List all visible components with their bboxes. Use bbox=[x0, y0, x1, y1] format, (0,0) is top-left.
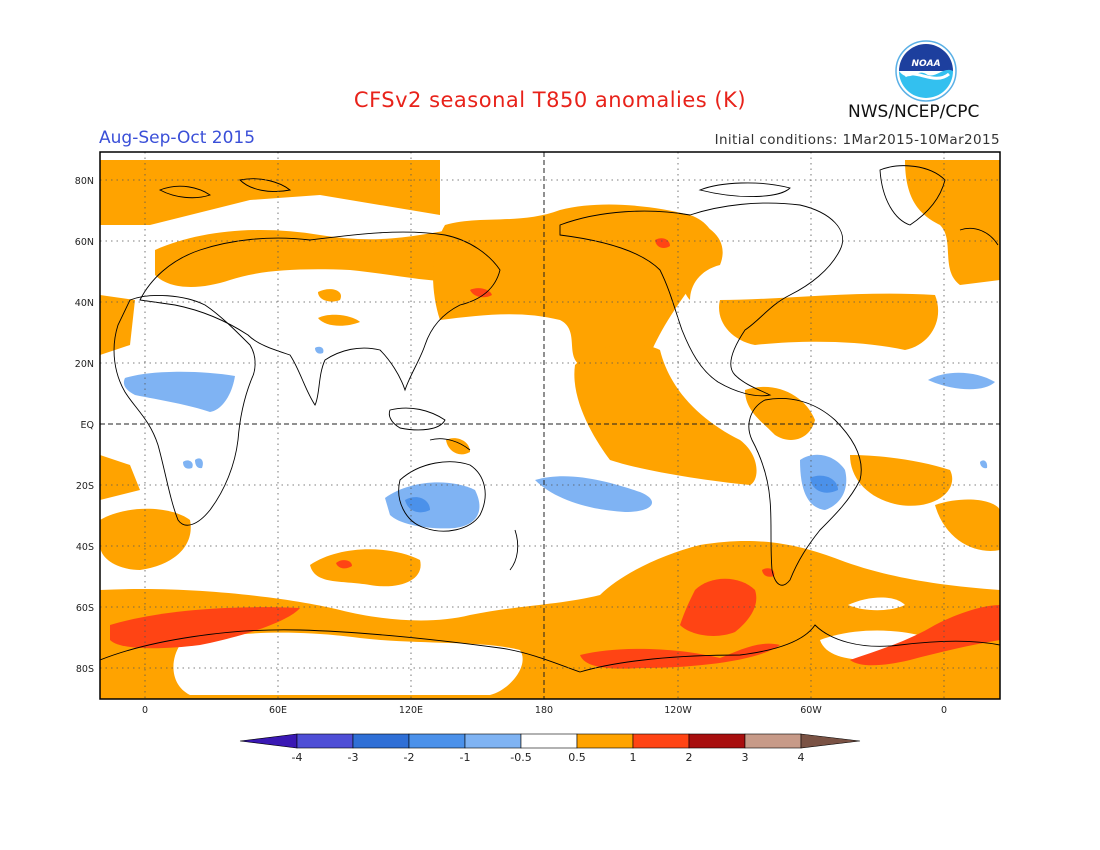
noaa-logo-icon: NOAA bbox=[895, 40, 957, 102]
latitude-labels: 80N 60N 40N 20N EQ 20S 40S 60S 80S bbox=[75, 176, 94, 675]
lat-label: 20N bbox=[75, 359, 94, 370]
colorbar-box bbox=[464, 733, 522, 749]
colorbar-label: -0.5 bbox=[510, 751, 531, 764]
colorbar-label: 0.5 bbox=[568, 751, 586, 764]
lat-label: 80S bbox=[76, 664, 94, 675]
lon-label: 0 bbox=[941, 705, 947, 716]
antarctica-white-region bbox=[173, 632, 523, 695]
lon-label: 120E bbox=[399, 705, 423, 716]
colorbar-label: -2 bbox=[404, 751, 415, 764]
colorbar-box bbox=[520, 733, 578, 749]
colorbar-label: 1 bbox=[630, 751, 637, 764]
colorbar-box bbox=[576, 733, 634, 749]
lat-label: 60S bbox=[76, 603, 94, 614]
strong-warm-anomaly-regions bbox=[110, 238, 1000, 669]
strong-cool-anomaly-regions bbox=[405, 475, 838, 513]
colorbar-label: -1 bbox=[460, 751, 471, 764]
season-label: Aug-Sep-Oct 2015 bbox=[99, 128, 256, 148]
lon-label: 120W bbox=[664, 705, 692, 716]
lon-label: 60E bbox=[269, 705, 287, 716]
colorbar-label: 3 bbox=[742, 751, 749, 764]
colorbar: -4 -3 -2 -1 -0.5 0.5 1 2 3 4 bbox=[239, 733, 861, 764]
plot-frame bbox=[99, 151, 1001, 700]
colorbar-label: 4 bbox=[798, 751, 805, 764]
colorbar-box bbox=[744, 733, 802, 749]
lat-label: 40S bbox=[76, 542, 94, 553]
map-title: CFSv2 seasonal T850 anomalies (K) bbox=[353, 88, 747, 112]
lat-label: 80N bbox=[75, 176, 94, 187]
colorbar-box bbox=[688, 733, 746, 749]
initial-conditions-label: Initial conditions: 1Mar2015-10Mar2015 bbox=[714, 132, 1000, 148]
lat-label: EQ bbox=[81, 420, 94, 431]
equator-dateline-lines bbox=[100, 152, 1000, 699]
colorbar-max-arrow bbox=[800, 733, 861, 749]
lat-label: 60N bbox=[75, 237, 94, 248]
colorbar-label: -3 bbox=[348, 751, 359, 764]
lat-label: 40N bbox=[75, 298, 94, 309]
colorbar-label: 2 bbox=[686, 751, 693, 764]
colorbar-box bbox=[352, 733, 410, 749]
colorbar-box bbox=[632, 733, 690, 749]
svg-text:NOAA: NOAA bbox=[911, 59, 940, 69]
agency-label: NWS/NCEP/CPC bbox=[848, 102, 980, 122]
longitude-labels: 0 60E 120E 180 120W 60W 0 bbox=[142, 705, 947, 716]
colorbar-min-arrow bbox=[239, 733, 298, 749]
colorbar-box bbox=[408, 733, 466, 749]
grid-lines bbox=[100, 152, 1000, 699]
coastlines bbox=[100, 165, 1000, 673]
lon-label: 0 bbox=[142, 705, 148, 716]
lat-label: 20S bbox=[76, 481, 94, 492]
colorbar-label: -4 bbox=[292, 751, 303, 764]
colorbar-box bbox=[296, 733, 354, 749]
lon-label: 180 bbox=[535, 705, 553, 716]
lon-label: 60W bbox=[800, 705, 822, 716]
